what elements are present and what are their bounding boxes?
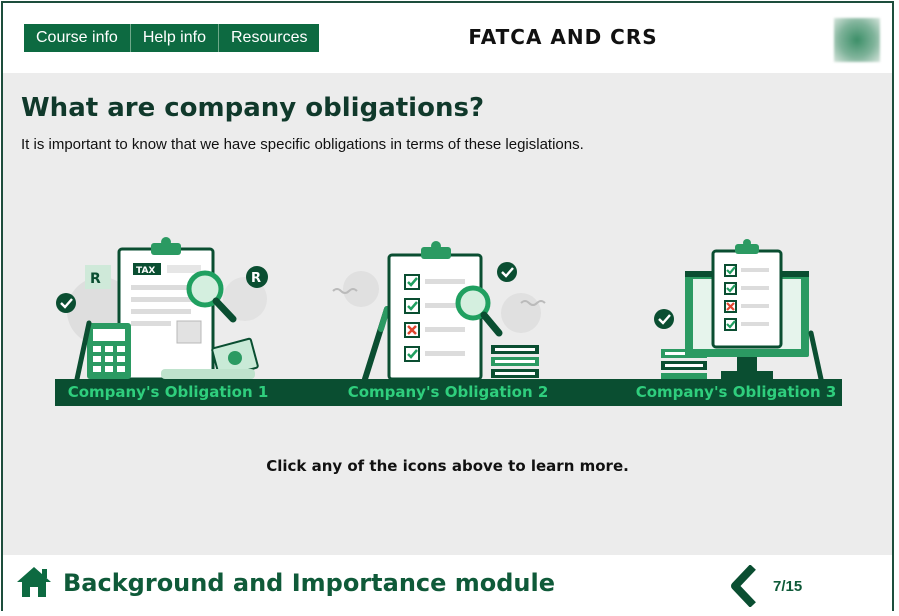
magnifier-icon [186,270,237,323]
check-circle-icon [497,262,517,282]
home-icon [17,567,51,597]
nav-course-info[interactable]: Course info [24,24,131,52]
nav-help-info[interactable]: Help info [131,24,219,52]
intro-text: It is important to know that we have spe… [21,136,584,153]
svg-text:R: R [90,271,101,287]
page-title: What are company obligations? [21,93,485,123]
money-icon [211,337,259,379]
company-logo [834,18,880,62]
magnifier-icon [455,285,503,337]
nav-resources[interactable]: Resources [230,29,308,46]
content-area: What are company obligations? It is impo… [3,73,892,555]
obligation-3-illustration[interactable] [643,233,843,383]
obligations-banner [55,379,842,406]
top-nav: Course info Help info Resources [24,24,320,52]
tax-badge-text: TAX [136,266,155,276]
obligation-1-label[interactable]: Company's Obligation 1 [67,383,269,401]
footer: Background and Importance module 7/15 [3,555,892,611]
obligation-2-illustration[interactable] [325,233,555,383]
registered-icon: R [246,266,268,288]
check-circle-icon [654,309,674,329]
obligation-1-illustration[interactable]: R TAX [49,233,269,383]
chevron-left-icon [731,564,756,608]
books-icon [661,349,707,379]
calculator-icon [87,323,131,379]
home-button[interactable] [15,565,53,603]
x-mark-icon [407,325,417,335]
module-title: Background and Importance module [63,569,556,597]
obligation-2-label[interactable]: Company's Obligation 2 [347,383,549,401]
page-indicator: 7/15 [773,578,803,595]
books-icon [491,345,539,378]
svg-text:R: R [251,271,261,286]
x-mark-icon [726,302,735,311]
check-circle-icon [56,293,76,313]
course-title: FATCA AND CRS [468,25,658,49]
instruction-text: Click any of the icons above to learn mo… [266,457,629,475]
back-button[interactable] [727,564,761,611]
header: Course info Help info Resources FATCA AN… [3,3,892,73]
obligation-3-label[interactable]: Company's Obligation 3 [635,383,837,401]
